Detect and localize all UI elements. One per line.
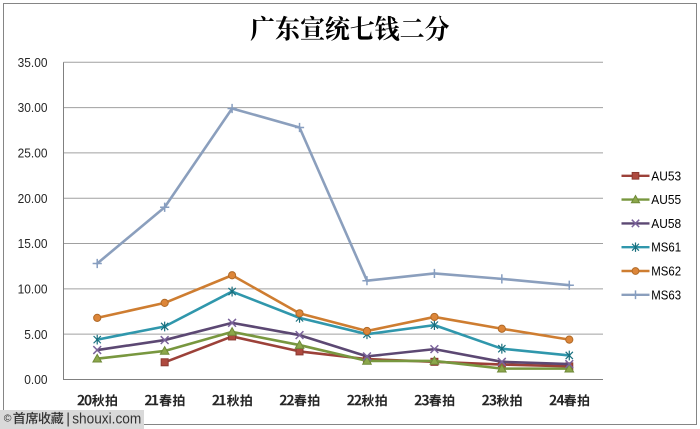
svg-text:5.00: 5.00 — [24, 327, 47, 342]
svg-text:20.00: 20.00 — [18, 191, 48, 206]
svg-text:30.00: 30.00 — [18, 100, 48, 115]
svg-text:shouxi.com: shouxi.com — [72, 411, 141, 427]
svg-text:AU55: AU55 — [651, 192, 681, 207]
svg-text:©: © — [4, 412, 12, 424]
svg-text:35.00: 35.00 — [18, 55, 48, 70]
svg-text:15.00: 15.00 — [18, 236, 48, 251]
svg-text:AU58: AU58 — [651, 216, 681, 231]
svg-text:MS63: MS63 — [651, 287, 681, 302]
svg-text:0.00: 0.00 — [24, 372, 47, 387]
svg-text:MS62: MS62 — [651, 264, 681, 279]
svg-text:10.00: 10.00 — [18, 281, 48, 296]
svg-text:25.00: 25.00 — [18, 145, 48, 160]
svg-text:MS61: MS61 — [651, 240, 681, 255]
svg-text:|: | — [66, 411, 70, 427]
svg-text:AU53: AU53 — [651, 168, 681, 183]
